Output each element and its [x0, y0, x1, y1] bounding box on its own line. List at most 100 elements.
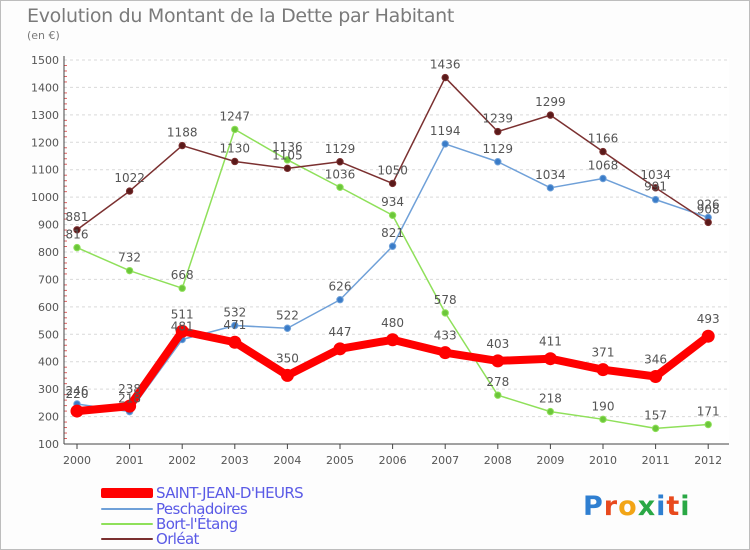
- data-label-orleat: 1022: [114, 171, 145, 185]
- x-tick-label: 2008: [484, 454, 512, 467]
- data-point-bort-l-etang: [546, 407, 555, 416]
- data-label-saint-jean-d-heurs: 493: [697, 312, 720, 326]
- logo-letter: o: [618, 491, 638, 522]
- legend-item-peschadoires: Peschadoires: [101, 500, 248, 518]
- y-tick-label: 900: [38, 219, 59, 232]
- data-point-saint-jean-d-heurs: [386, 333, 400, 347]
- logo-letter: t: [666, 491, 681, 522]
- y-tick-label: 200: [38, 411, 59, 424]
- data-point-bort-l-etang: [178, 284, 186, 292]
- data-point-bort-l-etang: [231, 125, 239, 134]
- data-label-peschadoires: 1068: [588, 158, 619, 172]
- plot-area: [64, 58, 729, 444]
- x-tick-label: 2005: [326, 454, 354, 467]
- chart-title: Evolution du Montant de la Dette par Hab…: [27, 5, 455, 27]
- x-tick-label: 2010: [589, 454, 617, 467]
- y-tick-label: 600: [38, 301, 59, 314]
- y-tick-label: 300: [38, 383, 59, 396]
- data-point-saint-jean-d-heurs: [175, 324, 189, 338]
- data-point-bort-l-etang: [651, 424, 660, 433]
- data-label-peschadoires: 821: [381, 226, 404, 240]
- data-point-orleat: [441, 73, 449, 82]
- chart-subtitle: (en €): [27, 29, 60, 42]
- data-label-bort-l-etang: 218: [539, 392, 562, 406]
- x-tick-label: 2006: [379, 454, 407, 467]
- logo-letter: P: [583, 491, 604, 522]
- data-point-saint-jean-d-heurs: [280, 368, 294, 382]
- data-point-peschadoires: [336, 296, 344, 304]
- data-point-peschadoires: [283, 324, 292, 332]
- data-label-peschadoires: 532: [223, 306, 246, 320]
- data-label-saint-jean-d-heurs: 238: [118, 382, 141, 396]
- data-point-saint-jean-d-heurs: [596, 363, 610, 377]
- x-tick-label: 2007: [431, 454, 459, 467]
- data-label-orleat: 1239: [483, 112, 514, 126]
- data-label-saint-jean-d-heurs: 350: [276, 351, 299, 365]
- data-point-saint-jean-d-heurs: [123, 399, 137, 413]
- x-tick-label: 2011: [642, 454, 670, 467]
- data-point-orleat: [546, 111, 555, 119]
- data-label-bort-l-etang: 1136: [272, 140, 303, 154]
- data-point-orleat: [125, 187, 134, 195]
- data-point-orleat: [178, 141, 186, 150]
- data-point-bort-l-etang: [494, 391, 502, 399]
- data-label-bort-l-etang: 816: [66, 228, 89, 242]
- data-label-bort-l-etang: 578: [434, 293, 457, 307]
- data-point-saint-jean-d-heurs: [333, 342, 347, 356]
- x-tick-label: 2012: [694, 454, 722, 467]
- data-point-orleat: [73, 226, 81, 234]
- x-tick-label: 2002: [168, 454, 196, 467]
- data-point-bort-l-etang: [73, 243, 81, 252]
- data-label-peschadoires: 1034: [535, 168, 566, 182]
- data-point-saint-jean-d-heurs: [543, 352, 557, 366]
- legend-label-peschadoires: Peschadoires: [156, 500, 248, 518]
- data-label-orleat: 1299: [535, 95, 566, 109]
- data-point-orleat: [704, 218, 712, 227]
- data-point-saint-jean-d-heurs: [70, 404, 84, 418]
- data-point-bort-l-etang: [599, 415, 607, 424]
- data-point-orleat: [231, 157, 239, 166]
- logo-letter: i: [680, 491, 691, 522]
- data-point-orleat: [336, 158, 344, 166]
- proxiti-logo: Proxiti: [583, 491, 691, 522]
- data-label-saint-jean-d-heurs: 447: [329, 325, 352, 339]
- data-point-orleat: [651, 184, 660, 192]
- data-label-saint-jean-d-heurs: 346: [644, 353, 667, 367]
- data-label-peschadoires: 1129: [483, 142, 514, 156]
- y-tick-label: 1500: [31, 54, 59, 67]
- y-tick-label: 1200: [31, 136, 59, 149]
- data-point-peschadoires: [441, 140, 449, 148]
- data-label-peschadoires: 522: [276, 308, 299, 322]
- data-label-peschadoires: 481: [171, 319, 194, 333]
- data-label-saint-jean-d-heurs: 220: [66, 387, 89, 401]
- legend-swatch-peschadoires: [101, 508, 153, 510]
- data-label-bort-l-etang: 732: [118, 251, 141, 265]
- legend-swatch-saint-jean-d-heurs: [101, 488, 153, 498]
- x-tick-label: 2000: [63, 454, 91, 467]
- legend-label-bort-l-etang: Bort-l'Étang: [156, 515, 238, 533]
- logo-letter: i: [656, 491, 667, 522]
- legend-item-saint-jean-d-heurs: SAINT-JEAN-D'HEURS: [101, 485, 304, 501]
- data-label-saint-jean-d-heurs: 403: [486, 337, 509, 351]
- data-label-orleat: 1130: [220, 141, 251, 155]
- legend-item-bort-l-etang: Bort-l'Étang: [101, 516, 238, 532]
- data-label-orleat: 881: [66, 210, 89, 224]
- data-label-saint-jean-d-heurs: 411: [539, 335, 562, 349]
- legend-label-orleat: Orléat: [156, 530, 199, 548]
- x-tick-label: 2001: [116, 454, 144, 467]
- data-label-orleat: 1436: [430, 58, 461, 72]
- data-label-orleat: 1129: [325, 142, 356, 156]
- data-label-peschadoires: 626: [329, 280, 352, 294]
- data-label-bort-l-etang: 278: [486, 375, 509, 389]
- data-label-orleat: 1188: [167, 126, 198, 140]
- data-label-peschadoires: 991: [644, 180, 667, 194]
- data-point-saint-jean-d-heurs: [649, 370, 663, 384]
- data-point-orleat: [494, 127, 502, 136]
- data-label-peschadoires: 218: [118, 392, 141, 406]
- y-tick-label: 700: [38, 273, 59, 286]
- legend-swatch-bort-l-etang: [101, 523, 153, 525]
- data-point-saint-jean-d-heurs: [438, 346, 452, 360]
- data-point-orleat: [388, 179, 397, 188]
- data-label-bort-l-etang: 190: [592, 399, 615, 413]
